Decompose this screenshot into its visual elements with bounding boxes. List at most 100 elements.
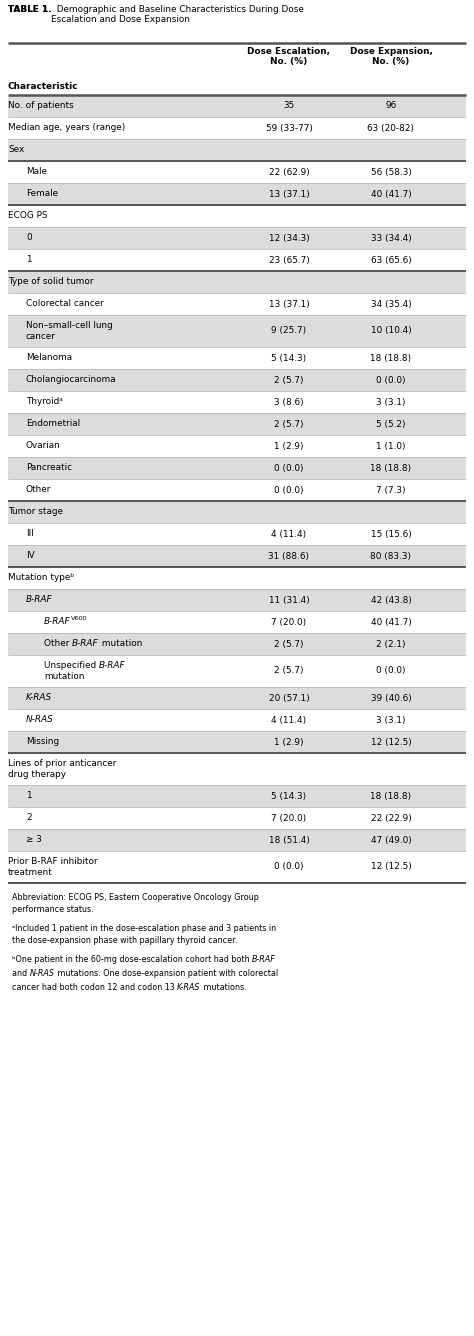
- Text: 7 (20.0): 7 (20.0): [272, 814, 307, 823]
- Text: Endometrial: Endometrial: [26, 420, 80, 429]
- Text: 1 (2.9): 1 (2.9): [274, 737, 304, 747]
- Text: IV: IV: [26, 552, 35, 561]
- Text: 40 (41.7): 40 (41.7): [371, 617, 411, 627]
- Bar: [8, 830, 466, 851]
- Bar: [8, 43, 466, 95]
- Text: 63 (20-82): 63 (20-82): [367, 123, 414, 132]
- Text: 2 (5.7): 2 (5.7): [274, 375, 304, 385]
- Text: Ovarian: Ovarian: [26, 441, 61, 450]
- Bar: [8, 183, 466, 204]
- Text: ≥ 3: ≥ 3: [26, 835, 42, 844]
- Text: 7 (20.0): 7 (20.0): [272, 617, 307, 627]
- Text: 5 (14.3): 5 (14.3): [272, 791, 307, 800]
- Text: 2 (5.7): 2 (5.7): [274, 667, 304, 676]
- Text: K-RAS: K-RAS: [26, 693, 52, 703]
- Text: Pancreatic: Pancreatic: [26, 464, 72, 473]
- Text: 0: 0: [26, 234, 32, 243]
- Bar: [8, 271, 466, 293]
- Text: 7 (7.3): 7 (7.3): [376, 485, 406, 494]
- Bar: [8, 162, 466, 183]
- Text: 47 (49.0): 47 (49.0): [371, 835, 411, 844]
- Text: Dose Expansion,
No. (%): Dose Expansion, No. (%): [349, 47, 432, 67]
- Text: Colorectal cancer: Colorectal cancer: [26, 299, 104, 309]
- Bar: [8, 709, 466, 731]
- Bar: [8, 501, 466, 522]
- Bar: [8, 227, 466, 248]
- Bar: [8, 807, 466, 830]
- Text: 0 (0.0): 0 (0.0): [274, 464, 304, 473]
- Text: 2 (2.1): 2 (2.1): [376, 640, 406, 648]
- Text: 18 (51.4): 18 (51.4): [269, 835, 310, 844]
- Text: Characteristic: Characteristic: [8, 81, 79, 91]
- Text: B-RAF: B-RAF: [99, 661, 126, 669]
- Text: V600: V600: [71, 616, 87, 620]
- Text: 59 (33-77): 59 (33-77): [265, 123, 312, 132]
- Text: Type of solid tumor: Type of solid tumor: [8, 278, 93, 286]
- Bar: [8, 347, 466, 369]
- Text: Female: Female: [26, 190, 58, 199]
- Text: N-RAS: N-RAS: [26, 716, 54, 724]
- Bar: [8, 633, 466, 655]
- Text: 31 (88.6): 31 (88.6): [268, 552, 310, 561]
- Text: mutations. One dose-expansion patient with colorectal: mutations. One dose-expansion patient wi…: [55, 969, 278, 978]
- Text: 2 (5.7): 2 (5.7): [274, 640, 304, 648]
- Bar: [8, 851, 466, 883]
- Text: Cholangiocarcinoma: Cholangiocarcinoma: [26, 375, 117, 385]
- Bar: [8, 436, 466, 457]
- Text: 80 (83.3): 80 (83.3): [371, 552, 411, 561]
- Bar: [8, 293, 466, 315]
- Text: ᵃIncluded 1 patient in the dose-escalation phase and 3 patients in
the dose-expa: ᵃIncluded 1 patient in the dose-escalati…: [12, 925, 276, 945]
- Bar: [8, 118, 466, 139]
- Text: Thyroidᵃ: Thyroidᵃ: [26, 398, 63, 406]
- Bar: [8, 754, 466, 786]
- Bar: [8, 204, 466, 227]
- Text: 42 (43.8): 42 (43.8): [371, 596, 411, 604]
- Text: 63 (65.6): 63 (65.6): [371, 255, 411, 265]
- Text: 13 (37.1): 13 (37.1): [269, 299, 310, 309]
- Text: B-RAF: B-RAF: [252, 955, 276, 965]
- Bar: [8, 786, 466, 807]
- Text: 11 (31.4): 11 (31.4): [269, 596, 310, 604]
- Text: 4 (11.4): 4 (11.4): [272, 529, 307, 538]
- Bar: [8, 731, 466, 754]
- Text: 0 (0.0): 0 (0.0): [376, 375, 406, 385]
- Text: No. of patients: No. of patients: [8, 102, 74, 111]
- Bar: [8, 391, 466, 413]
- Text: B-RAF: B-RAF: [26, 596, 53, 604]
- Bar: [8, 589, 466, 611]
- Text: and: and: [12, 969, 29, 978]
- Text: B-RAF: B-RAF: [44, 617, 71, 627]
- Bar: [8, 480, 466, 501]
- Text: Mutation typeᵇ: Mutation typeᵇ: [8, 573, 74, 582]
- Text: B-RAF: B-RAF: [72, 640, 99, 648]
- Text: 2 (5.7): 2 (5.7): [274, 420, 304, 429]
- Text: 22 (22.9): 22 (22.9): [371, 814, 411, 823]
- Bar: [8, 522, 466, 545]
- Text: 0 (0.0): 0 (0.0): [274, 863, 304, 871]
- Bar: [8, 315, 466, 347]
- Text: 1: 1: [26, 791, 32, 800]
- Text: TABLE 1.: TABLE 1.: [8, 5, 52, 13]
- Text: 23 (65.7): 23 (65.7): [269, 255, 310, 265]
- Text: 15 (15.6): 15 (15.6): [371, 529, 411, 538]
- Text: 5 (14.3): 5 (14.3): [272, 354, 307, 362]
- Text: 0 (0.0): 0 (0.0): [274, 485, 304, 494]
- Bar: [8, 566, 466, 589]
- Text: Sex: Sex: [8, 146, 24, 155]
- Bar: [8, 545, 466, 566]
- Text: Abbreviation: ECOG PS, Eastern Cooperative Oncology Group
performance status.: Abbreviation: ECOG PS, Eastern Cooperati…: [12, 892, 259, 914]
- Text: Male: Male: [26, 167, 47, 176]
- Text: 18 (18.8): 18 (18.8): [371, 354, 411, 362]
- Text: treatment: treatment: [8, 868, 53, 876]
- Text: 22 (62.9): 22 (62.9): [269, 167, 310, 176]
- Text: Other: Other: [44, 640, 72, 648]
- Text: ᵇOne patient in the 60-mg dose-escalation cohort had both: ᵇOne patient in the 60-mg dose-escalatio…: [12, 955, 252, 965]
- Text: N-RAS: N-RAS: [29, 969, 55, 978]
- Bar: [8, 687, 466, 709]
- Text: 3 (8.6): 3 (8.6): [274, 398, 304, 406]
- Text: 4 (11.4): 4 (11.4): [272, 716, 307, 724]
- Text: K-RAS: K-RAS: [177, 983, 201, 993]
- Text: mutation: mutation: [44, 672, 84, 681]
- Bar: [8, 413, 466, 436]
- Text: 1 (2.9): 1 (2.9): [274, 441, 304, 450]
